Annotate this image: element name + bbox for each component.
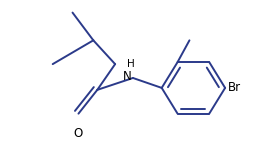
Text: Br: Br: [228, 81, 241, 94]
Text: N: N: [123, 69, 131, 83]
Text: H: H: [127, 59, 135, 69]
Text: O: O: [74, 126, 83, 140]
